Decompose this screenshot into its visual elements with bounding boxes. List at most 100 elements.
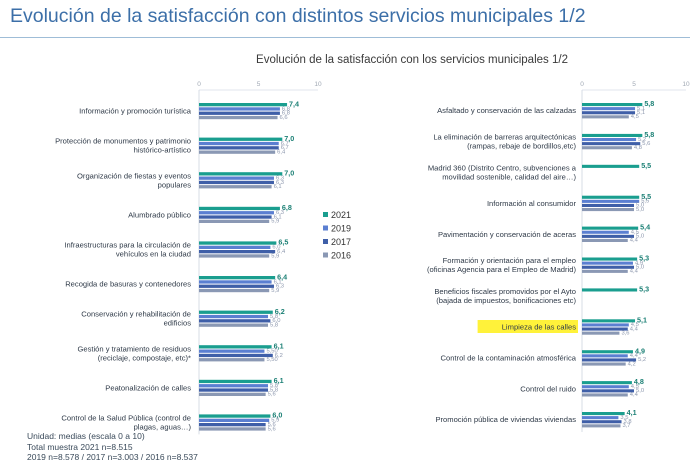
category-label: Limpieza de las calles [502, 323, 576, 332]
data-label-2019: 5,9 [271, 418, 279, 424]
data-label-2021: 5,8 [644, 99, 654, 108]
title-divider [0, 37, 690, 38]
bar-2021 [582, 319, 636, 323]
category-label: Formación y orientación para el empleo (o… [427, 256, 576, 274]
legend-label-2021: 2021 [331, 210, 351, 220]
data-label-2017: 5,8 [270, 387, 278, 393]
data-label-2017: 6,4 [277, 249, 286, 255]
data-label-2021: 6,8 [282, 203, 292, 212]
data-label-2017: 5,0 [636, 234, 644, 240]
bar-2017 [199, 146, 279, 150]
category-highlight [477, 320, 578, 333]
bar-2016 [582, 146, 632, 150]
footer-notes: Unidad: medias (escala 0 a 10) Total mue… [27, 431, 198, 463]
data-label-2019: 6,8 [282, 106, 290, 112]
category-label: Control de la Salud Pública (control de p… [61, 414, 191, 432]
data-label-2016: 4,4 [630, 392, 639, 398]
bar-2017 [199, 250, 276, 254]
bar-2016 [199, 288, 270, 293]
category-label: Organización de fiestas y eventos popular… [77, 171, 191, 189]
footer-sample-previous: 2019 n=8.578 / 2017 n=3.003 / 2016 n=8.5… [27, 452, 198, 462]
bar-2019 [582, 230, 629, 234]
data-label-2019: 4,5 [631, 230, 639, 236]
legend-label-2017: 2017 [331, 237, 351, 247]
bar-2016 [199, 150, 276, 154]
data-label-2019: 5,2 [638, 137, 646, 143]
bar-2017 [582, 111, 636, 115]
bar-2017 [582, 203, 634, 207]
data-label-2016: 5,8 [270, 323, 278, 329]
category-label: Pavimentación y conservación de aceras [438, 230, 576, 239]
legend-label-2016: 2016 [331, 251, 351, 261]
data-label-2019: 6,7 [281, 141, 289, 147]
data-label-2021: 6,0 [272, 411, 282, 420]
data-label-2021: 5,5 [641, 161, 651, 170]
bar-2021 [582, 412, 625, 416]
data-label-2016: 3,6 [621, 330, 629, 336]
x-tick-label: 0 [580, 81, 584, 88]
bar-2019 [199, 211, 274, 215]
bar-2017 [582, 265, 634, 269]
data-label-2017: 6,7 [281, 145, 289, 151]
data-label-2017: 6,8 [282, 111, 290, 117]
category-label: Infraestructuras para la circulación de v… [64, 241, 191, 259]
data-label-2019: 4,4 [630, 353, 639, 359]
data-label-2016: 5,6 [268, 392, 276, 398]
bar-2021 [199, 345, 272, 349]
data-label-2017: 5,6 [642, 141, 650, 147]
bar-2021 [199, 137, 283, 141]
data-label-2016: 4,8 [634, 145, 642, 151]
data-label-2016: 6,1 [274, 184, 282, 190]
bar-2021 [582, 257, 638, 261]
footer-unit: Unidad: medias (escala 0 a 10) [27, 431, 145, 441]
category-label: Control del ruido [520, 384, 576, 393]
bar-2017 [582, 142, 641, 146]
legend-swatch-2016 [323, 252, 328, 258]
data-label-2019: 5,50 [266, 349, 277, 355]
data-label-2017: 5,0 [636, 203, 644, 209]
category-label: Información al consumidor [487, 199, 577, 208]
bar-2016 [582, 393, 628, 397]
data-label-2017: 6,3 [276, 180, 284, 186]
bar-2017 [199, 111, 280, 115]
bar-2021 [199, 241, 277, 245]
data-label-2021: 5,5 [641, 192, 651, 201]
bar-2021 [199, 206, 280, 211]
bar-2019 [199, 176, 274, 180]
bar-2017 [582, 327, 628, 331]
data-label-2019: 5,1 [637, 106, 645, 112]
bar-2016 [582, 208, 634, 212]
data-label-2017: 5,0 [636, 388, 644, 394]
category-label: Asfaltado y conservación de las calzadas [437, 106, 576, 115]
bar-2016 [582, 115, 629, 119]
category-label: Conservación y rehabilitación de edificio… [81, 310, 191, 328]
data-label-2019: 6,1 [274, 279, 282, 285]
bar-2017 [582, 234, 634, 238]
data-label-2021: 7,0 [284, 169, 294, 178]
category-label: Alumbrado público [128, 210, 191, 219]
bar-2016 [582, 424, 621, 428]
data-label-2021: 5,1 [637, 315, 647, 324]
bar-2016 [199, 254, 270, 258]
data-label-2016: 5,0 [636, 207, 644, 213]
x-tick-label: 10 [314, 81, 322, 88]
data-label-2017: 5,2 [638, 357, 646, 363]
bar-2021 [199, 414, 271, 418]
bar-2019 [582, 323, 629, 327]
footer-sample-2021: Total muestra 2021 n=8.515 [27, 441, 133, 452]
bar-2017 [199, 319, 271, 323]
category-label: Protección de monumentos y patrimonio his… [55, 137, 191, 155]
data-label-2016: 5,50 [266, 357, 277, 363]
bar-2019 [199, 245, 271, 249]
bar-2019 [199, 349, 265, 353]
bar-2016 [582, 269, 628, 273]
bar-2019 [582, 107, 636, 111]
bar-2016 [199, 219, 270, 223]
bar-2019 [582, 385, 629, 389]
data-label-2016: 5,9 [271, 253, 279, 259]
bar-2021 [582, 103, 643, 107]
bar-2017 [199, 353, 273, 358]
bar-2017 [199, 215, 272, 219]
data-label-2016: 5,9 [271, 288, 279, 294]
data-label-2019: 3,5 [620, 415, 628, 421]
